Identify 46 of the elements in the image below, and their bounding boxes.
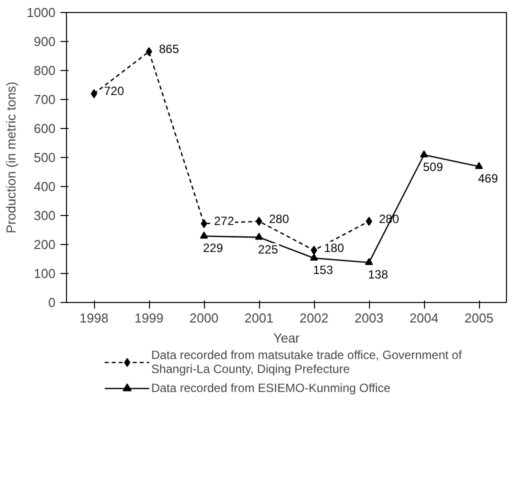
point <box>310 254 318 261</box>
legend-label: Data recorded from matsutake trade office, Government of Shangri-La County, Diqing Prefecture <box>151 348 462 376</box>
y-tick-label: 200 <box>34 237 56 252</box>
data-label: 865 <box>159 42 180 56</box>
point <box>475 162 483 170</box>
data-label: 720 <box>104 84 124 98</box>
point <box>200 219 208 228</box>
x-tick-label: 1998 <box>80 310 108 326</box>
data-label: 180 <box>324 240 344 255</box>
x-axis-title: Year <box>273 330 300 346</box>
x-tick-label: 1999 <box>134 310 164 326</box>
point <box>366 216 372 226</box>
y-tick-label: 600 <box>34 121 56 136</box>
point <box>200 232 208 239</box>
x-tick-label: 2002 <box>300 310 328 326</box>
x-tick-label: 2000 <box>190 310 218 326</box>
y-tick-label: 900 <box>34 34 56 49</box>
y-tick-label: 0 <box>48 295 56 310</box>
data-label: 272 <box>214 214 234 228</box>
point <box>310 246 318 255</box>
y-tick-label: 100 <box>34 266 56 281</box>
y-tick-label: 300 <box>34 208 56 223</box>
x-tick-label: 2003 <box>354 310 384 326</box>
point <box>256 216 262 226</box>
data-label: 469 <box>478 171 498 186</box>
y-tick-label: 500 <box>34 150 56 165</box>
point <box>420 150 428 158</box>
y-tick-label: 1000 <box>26 5 56 20</box>
y-tick-label: 800 <box>34 63 56 78</box>
data-label: 509 <box>422 160 444 174</box>
point <box>146 47 152 56</box>
y-axis-title: Production (in metric tons) <box>4 82 19 234</box>
legend-label: Data recorded from ESIEMO-Kunming Office <box>151 381 390 395</box>
x-tick-label: 2001 <box>244 310 274 326</box>
data-label: 229 <box>202 241 224 256</box>
y-tick-label: 400 <box>34 179 56 194</box>
y-tick-label: 700 <box>34 92 56 107</box>
point <box>255 232 263 240</box>
data-label: 138 <box>368 267 388 282</box>
x-tick-label: 2005 <box>464 310 494 326</box>
data-label: 153 <box>312 263 334 278</box>
x-tick-label: 2004 <box>410 310 438 326</box>
point <box>90 89 98 98</box>
data-label: 225 <box>258 242 278 256</box>
data-label: 280 <box>269 212 290 226</box>
point <box>365 258 373 265</box>
